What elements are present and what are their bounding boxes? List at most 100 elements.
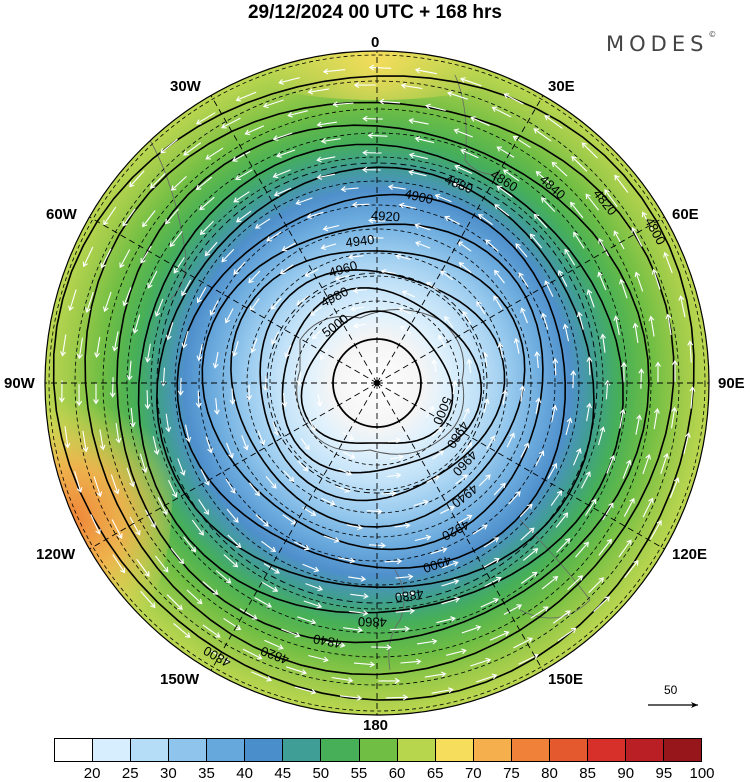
lon-label-30w: 30W: [170, 78, 201, 95]
wind-arrow: [671, 359, 678, 382]
wind-arrow: [472, 524, 488, 535]
wind-arrow: [551, 404, 558, 423]
wind-arrow: [204, 241, 218, 257]
wind-arrow: [390, 454, 404, 461]
wind-arrow: [129, 170, 145, 188]
colorbar-label-40: 40: [236, 765, 253, 782]
wind-arrow: [506, 432, 515, 448]
wind-arrow: [556, 538, 571, 553]
wind-arrow: [366, 508, 383, 515]
wind-arrow: [414, 534, 432, 542]
wind-arrow: [286, 666, 308, 675]
wind-arrow: [424, 671, 447, 678]
wind-arrow: [634, 271, 644, 292]
wind-arrow: [184, 424, 192, 443]
wind-arrow: [602, 502, 614, 521]
wind-arrow: [320, 137, 341, 144]
wind-arrow: [414, 223, 431, 231]
wind-arrow: [655, 361, 661, 383]
wind-arrow: [466, 358, 473, 373]
wind-arrow: [287, 110, 308, 118]
wind-arrow: [570, 201, 584, 219]
wind-arrow: [173, 257, 185, 274]
africa-coastline: [454, 74, 501, 176]
wind-arrow: [112, 331, 119, 352]
wind-arrow: [93, 476, 103, 498]
wind-arrow: [395, 573, 414, 580]
wind-arrow: [215, 570, 232, 584]
wind-arrow: [225, 478, 236, 494]
wind-arrow: [170, 547, 184, 565]
wind-arrow: [323, 535, 340, 543]
wind-arrow: [426, 405, 434, 418]
wind-arrow: [480, 598, 499, 608]
wind-arrow: [570, 370, 577, 389]
wind-arrow: [519, 503, 533, 518]
wind-arrow: [295, 197, 313, 206]
wind-arrow: [483, 557, 500, 568]
brand-logo: MODES©: [606, 30, 716, 56]
wind-arrow: [576, 311, 584, 330]
wind-arrow: [585, 193, 600, 211]
wind-arrow: [586, 289, 595, 308]
wind-arrow: [689, 386, 696, 409]
wind-arrow: [152, 436, 160, 455]
wind-arrow: [431, 358, 438, 373]
wind-arrow: [387, 472, 402, 479]
wind-arrow: [660, 452, 669, 474]
wind-arrow: [653, 408, 660, 430]
wind-arrow: [202, 624, 221, 638]
wind-arrow: [191, 519, 204, 536]
wind-arrow: [513, 637, 533, 649]
wind-arrow: [235, 169, 253, 180]
wind-arrow: [515, 243, 528, 258]
colorbar-label-35: 35: [198, 765, 215, 782]
wind-arrow: [512, 136, 531, 149]
wind-arrow: [665, 313, 672, 336]
wind-arrow: [496, 146, 515, 158]
wind-arrow: [251, 671, 272, 682]
colorbar-cell-10: [435, 739, 474, 761]
lon-label-60e: 60E: [672, 206, 699, 223]
wind-arrow: [597, 271, 607, 291]
wind-arrow: [381, 490, 397, 497]
wind-arrow: [575, 541, 589, 558]
wind-arrow: [331, 676, 354, 684]
wind-arrow: [321, 497, 336, 506]
wind-arrow: [586, 356, 593, 376]
wind-arrow: [306, 211, 324, 219]
wind-arrow: [196, 343, 203, 362]
wind-arrow: [126, 467, 135, 488]
wind-arrow: [303, 600, 323, 609]
lon-label-120w: 120W: [36, 546, 76, 563]
wind-arrow: [401, 290, 416, 298]
wind-arrow: [394, 522, 411, 529]
wind-arrow: [308, 418, 316, 432]
wind-arrow: [76, 337, 84, 360]
wind-arrow: [119, 249, 131, 269]
wind-arrow: [342, 432, 355, 440]
wind-arrow: [264, 639, 284, 650]
wind-arrow: [385, 694, 409, 701]
wind-arrow: [94, 336, 101, 358]
wind-arrow: [457, 514, 473, 524]
wind-arrow: [126, 360, 133, 381]
latitude-circle: [266, 272, 488, 494]
meridian-line: [210, 95, 378, 384]
wind-arrow: [387, 184, 406, 191]
wind-arrow: [683, 432, 691, 455]
colorbar-label-60: 60: [388, 765, 406, 782]
wind-arrow: [284, 344, 292, 359]
wind-arrow: [316, 173, 336, 180]
wind-arrow: [572, 448, 582, 466]
wind-arrow: [604, 379, 611, 400]
wind-arrow: [122, 208, 136, 227]
wind-arrow: [452, 182, 471, 192]
wind-arrow: [224, 308, 234, 324]
wind-arrow: [221, 117, 241, 129]
wind-arrow: [441, 578, 460, 587]
wind-arrow: [82, 246, 94, 268]
dashed-isotach: [269, 275, 485, 491]
colorbar-label-100: 100: [689, 765, 715, 782]
wind-arrow: [470, 116, 490, 127]
